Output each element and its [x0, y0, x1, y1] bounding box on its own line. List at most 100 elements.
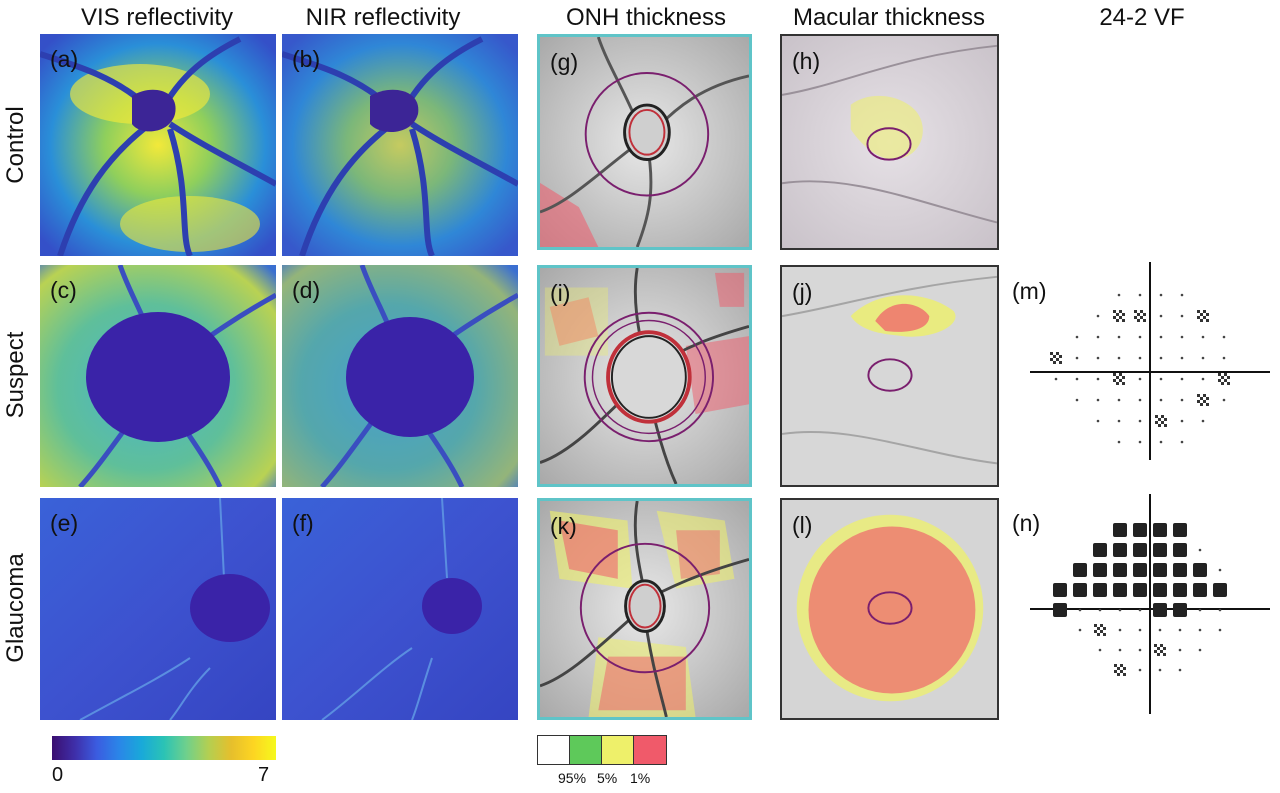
vf-test-point	[1138, 398, 1142, 402]
vf-test-point	[1093, 583, 1107, 597]
vf-test-point	[1114, 670, 1117, 673]
vf-test-point	[1173, 523, 1187, 537]
vf-test-point	[1138, 293, 1142, 297]
vf-test-point	[1206, 403, 1209, 406]
panel-label-j: (j)	[792, 279, 813, 305]
vf-test-point	[1198, 608, 1202, 612]
vf-test-point	[1117, 293, 1121, 297]
panel-label-c: (c)	[50, 277, 77, 303]
panel-d-nir-suspect: (d)	[282, 265, 518, 487]
vf-test-point	[1113, 583, 1127, 597]
panel-label-n: (n)	[1012, 510, 1041, 536]
vf-test-point	[1227, 376, 1230, 379]
vf-test-point	[1119, 316, 1122, 319]
vf-test-point	[1173, 563, 1187, 577]
vf-test-point	[1158, 668, 1162, 672]
vf-test-point	[1122, 376, 1125, 379]
vf-test-point	[1119, 379, 1122, 382]
vf-test-point	[1206, 313, 1209, 316]
vf-test-point	[1164, 418, 1167, 421]
vf-test-point	[1117, 667, 1120, 670]
vf-test-point	[1160, 650, 1163, 653]
vf-test-point	[1096, 419, 1100, 423]
vf-test-point	[1096, 377, 1100, 381]
vf-test-point	[1159, 314, 1163, 318]
vf-test-point	[1096, 314, 1100, 318]
vf-test-point	[1180, 377, 1184, 381]
legend-label-95: 95%	[558, 770, 587, 786]
vf-test-point	[1218, 628, 1222, 632]
vf-test-point	[1113, 310, 1116, 313]
vf-test-point	[1116, 313, 1119, 316]
vf-test-point	[1137, 319, 1140, 322]
vf-test-point	[1123, 673, 1126, 676]
vf-test-point	[1173, 583, 1187, 597]
vf-test-point	[1075, 398, 1079, 402]
panel-label-e: (e)	[50, 510, 79, 536]
vf-test-point	[1158, 418, 1161, 421]
panel-label-k: (k)	[550, 513, 577, 539]
vf-test-point	[1118, 608, 1122, 612]
vf-test-point	[1159, 335, 1163, 339]
vf-test-point	[1218, 379, 1221, 382]
vf-test-point	[1159, 398, 1163, 402]
vf-test-point	[1218, 608, 1222, 612]
vf-test-point	[1078, 628, 1082, 632]
vf-test-point	[1180, 356, 1184, 360]
vf-test-point	[1116, 376, 1119, 379]
panel-n-visual-field-glaucoma	[1030, 494, 1270, 714]
vf-test-point	[1218, 373, 1221, 376]
vf-test-point	[1206, 319, 1209, 322]
vf-test-point	[1116, 319, 1119, 322]
vf-test-point	[1138, 628, 1142, 632]
vf-test-point	[1201, 377, 1205, 381]
vf-test-point	[1134, 310, 1137, 313]
panel-g-onh-control: (g)	[537, 34, 752, 250]
vf-test-point	[1153, 603, 1167, 617]
vf-test-point	[1159, 293, 1163, 297]
vf-test-point	[1138, 335, 1142, 339]
panel-label-f: (f)	[292, 510, 314, 536]
vf-test-point	[1113, 543, 1127, 557]
vf-test-point	[1117, 440, 1121, 444]
vf-test-point	[1163, 653, 1166, 656]
colorbar-min-label: 0	[52, 764, 64, 786]
vf-test-point	[1197, 394, 1200, 397]
vf-test-point	[1198, 628, 1202, 632]
vf-test-point	[1155, 421, 1158, 424]
vf-test-point	[1224, 379, 1227, 382]
vf-test-point	[1113, 379, 1116, 382]
vf-test-point	[1100, 630, 1103, 633]
vf-test-point	[1203, 316, 1206, 319]
vf-test-point	[1178, 628, 1182, 632]
vf-test-point	[1222, 356, 1226, 360]
vf-test-point	[1113, 373, 1116, 376]
vf-test-point	[1093, 543, 1107, 557]
significance-legend	[537, 735, 667, 765]
legend-swatch-red	[634, 736, 666, 764]
panel-label-l: (l)	[792, 512, 813, 538]
vf-test-point	[1119, 310, 1122, 313]
vf-test-point	[1157, 647, 1160, 650]
panel-i-onh-suspect: (i)	[537, 265, 752, 487]
vf-test-point	[1075, 377, 1079, 381]
vf-test-point	[1116, 382, 1119, 385]
panel-h-macular-control: (h)	[780, 34, 999, 250]
vf-test-point	[1118, 648, 1122, 652]
vf-test-point	[1118, 628, 1122, 632]
panel-l-macular-glaucoma: (l)	[780, 498, 999, 720]
vf-test-point	[1103, 633, 1106, 636]
vf-test-point	[1053, 583, 1067, 597]
vf-test-point	[1073, 583, 1087, 597]
vf-test-point	[1138, 419, 1142, 423]
vf-test-point	[1096, 398, 1100, 402]
column-header-macular: Macular thickness	[792, 4, 986, 31]
vf-test-point	[1200, 403, 1203, 406]
vf-test-point	[1163, 647, 1166, 650]
vf-test-point	[1159, 440, 1163, 444]
vf-test-point	[1180, 314, 1184, 318]
vf-test-point	[1133, 523, 1147, 537]
vf-test-point	[1117, 356, 1121, 360]
vf-test-point	[1197, 310, 1200, 313]
row-label-control: Control	[2, 106, 29, 184]
